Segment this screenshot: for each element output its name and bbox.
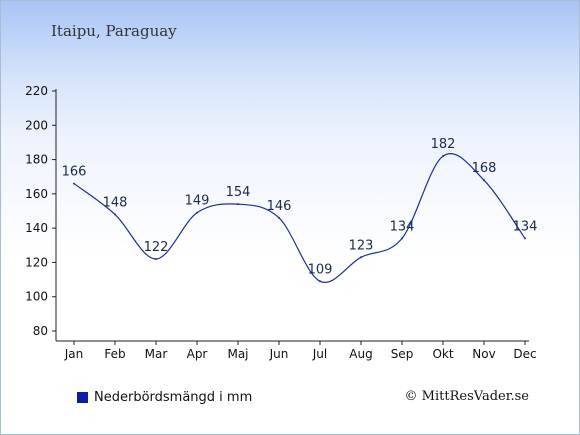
chart-axes	[55, 89, 529, 342]
data-point	[278, 216, 280, 219]
data-label: 146	[267, 199, 292, 214]
data-point	[442, 155, 444, 158]
x-tick-label: Jan	[64, 347, 84, 361]
y-tick-label: 220	[25, 84, 48, 98]
data-label: 134	[390, 219, 415, 234]
data-label: 182	[431, 137, 456, 152]
chart-series	[73, 153, 526, 284]
data-label: 109	[308, 262, 333, 277]
y-tick-label: 140	[25, 221, 48, 235]
chart-ticks: 80 100 120 140 160 180 200 220 Jan Feb Mar Apr Maj Ju…	[25, 84, 537, 361]
x-tick-label: Aug	[349, 347, 372, 361]
x-tick-label: Nov	[472, 347, 495, 361]
y-tick-label: 80	[33, 324, 48, 338]
data-label: 148	[103, 195, 128, 210]
data-label: 154	[226, 185, 251, 200]
x-tick-label: Okt	[432, 347, 453, 361]
credit-text: © MittResVader.se	[404, 389, 529, 404]
data-label: 149	[185, 194, 210, 209]
y-tick-label: 120	[25, 255, 48, 269]
data-label: 168	[472, 161, 497, 176]
data-point	[360, 256, 362, 259]
y-tick-label: 180	[25, 153, 48, 167]
location-title: Itaipu, Paraguay	[51, 22, 177, 40]
x-tick-label: Mar	[145, 347, 168, 361]
legend-swatch	[77, 392, 88, 403]
x-tick-label: Sep	[391, 347, 414, 361]
y-tick-label: 200	[25, 118, 48, 132]
x-tick-label: Jun	[269, 347, 289, 361]
x-tick-label: Feb	[104, 347, 125, 361]
legend: Nederbördsmängd i mm	[77, 390, 252, 405]
data-point	[319, 280, 321, 283]
data-point	[196, 211, 198, 214]
data-point	[401, 237, 403, 240]
y-tick-label: 160	[25, 187, 48, 201]
data-label: 122	[144, 240, 169, 255]
data-point	[524, 237, 526, 240]
data-point	[114, 213, 116, 216]
data-point	[483, 179, 485, 182]
x-tick-label: Maj	[227, 347, 248, 361]
x-tick-label: Dec	[513, 347, 536, 361]
data-point	[155, 258, 157, 260]
x-tick-label: Jul	[312, 347, 327, 361]
data-point	[73, 182, 75, 185]
x-tick-label: Apr	[187, 347, 208, 361]
data-label: 166	[62, 165, 87, 180]
data-point	[237, 203, 239, 206]
legend-label: Nederbördsmängd i mm	[94, 390, 253, 405]
chart-data-labels: 166 148 122 149 154 146 109 123 134 182 168 134	[62, 137, 538, 277]
data-label: 134	[513, 219, 538, 234]
precipitation-line	[73, 153, 526, 284]
y-tick-label: 100	[25, 290, 48, 304]
data-label: 123	[349, 238, 374, 253]
